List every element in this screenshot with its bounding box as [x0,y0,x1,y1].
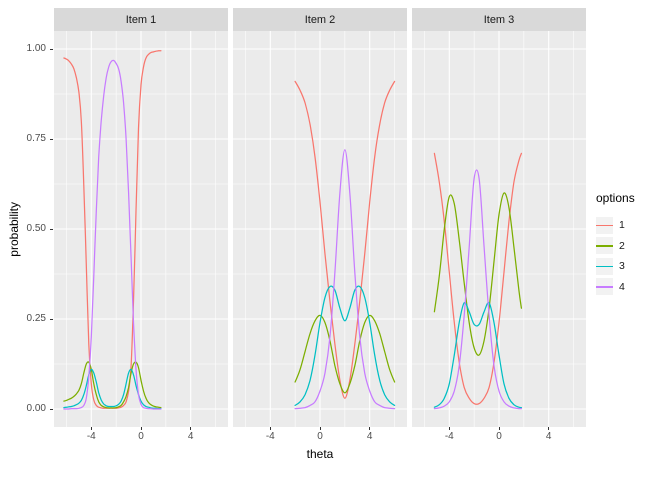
series-line-option-3 [433,301,523,409]
x-tick-mark [448,427,450,430]
x-axis-ticks-item-2: -4 0 4 [233,427,407,444]
legend-title: options [596,191,635,206]
x-axis-ticks-item-3: -4 0 4 [412,427,586,444]
legend-entry: 2 [596,237,666,255]
legend-key-line [596,224,613,227]
y-tick-mark [50,138,53,140]
x-tick-label: 0 [496,431,502,442]
legend-entry-label: 2 [619,239,625,252]
legend: options 1 2 3 4 [586,8,666,427]
x-axis-title-text: theta [306,447,334,461]
legend-key [596,237,613,255]
x-tick-label: 4 [545,431,552,442]
x-tick-mark [140,427,142,430]
panel-plot-item-3 [412,31,586,427]
x-axis-ticks-item-1: -4 0 4 [54,427,228,444]
series-line-option-4 [294,149,396,410]
y-tick-label: 0.75 [26,133,46,144]
x-tick-mark [369,427,371,430]
facet-strip-label: Item 3 [483,13,515,26]
y-tick-label: 0.50 [26,223,46,234]
series-line-option-2 [433,192,523,356]
y-axis-title-text: probability [7,201,21,257]
y-tick-label: 0.25 [26,313,46,324]
y-tick-label: 1.00 [26,43,46,54]
series-line-option-4 [433,169,523,410]
panel-plot-item-1 [54,31,228,427]
y-axis-ticks: 0.00 0.25 0.50 0.75 1.00 [22,31,54,427]
facet-strip: Item 3 [412,8,586,31]
x-tick-label: 0 [317,431,323,442]
x-tick-mark [190,427,192,430]
x-tick-mark [548,427,550,430]
series-line-option-2 [294,314,396,394]
y-tick-mark [50,228,53,230]
legend-entry-label: 1 [619,219,625,232]
legend-key [596,278,613,296]
x-tick-mark [90,427,92,430]
legend-key [596,257,613,275]
facet-strip: Item 2 [233,8,407,31]
y-tick-mark [50,48,53,50]
series-line-option-3 [63,368,162,410]
legend-entry: 4 [596,278,666,296]
y-axis-title: probability [6,31,22,427]
panel-plot-item-2 [233,31,407,427]
legend-items: 1 2 3 4 [596,213,666,299]
legend-key-line [596,286,613,288]
x-tick-label: -4 [86,431,96,442]
legend-entry: 3 [596,257,666,275]
series-line-option-3 [294,285,396,407]
legend-entry: 1 [596,216,666,234]
x-tick-mark [319,427,321,430]
x-tick-mark [498,427,500,430]
series-line-option-1 [433,152,523,405]
facet-strip-label: Item 2 [304,13,336,26]
x-tick-label: -4 [265,431,275,442]
x-tick-label: 0 [138,431,144,442]
facet-strip: Item 1 [54,8,228,31]
x-tick-label: -4 [444,431,454,442]
y-tick-mark [50,318,53,320]
x-tick-label: 4 [187,431,194,442]
series-line-option-4 [63,59,162,410]
series-line-option-2 [63,361,162,409]
legend-entry-label: 3 [619,260,625,273]
series-line-option-1 [294,80,396,399]
legend-entry-label: 4 [619,280,625,293]
legend-key [596,216,613,234]
legend-key-line [596,265,613,268]
legend-key-line [596,245,613,247]
x-tick-label: 4 [366,431,373,442]
y-tick-mark [50,408,53,410]
x-axis-title: theta [54,444,586,466]
facet-strip-label: Item 1 [125,13,157,26]
y-tick-label: 0.00 [26,403,46,414]
x-tick-mark [269,427,271,430]
